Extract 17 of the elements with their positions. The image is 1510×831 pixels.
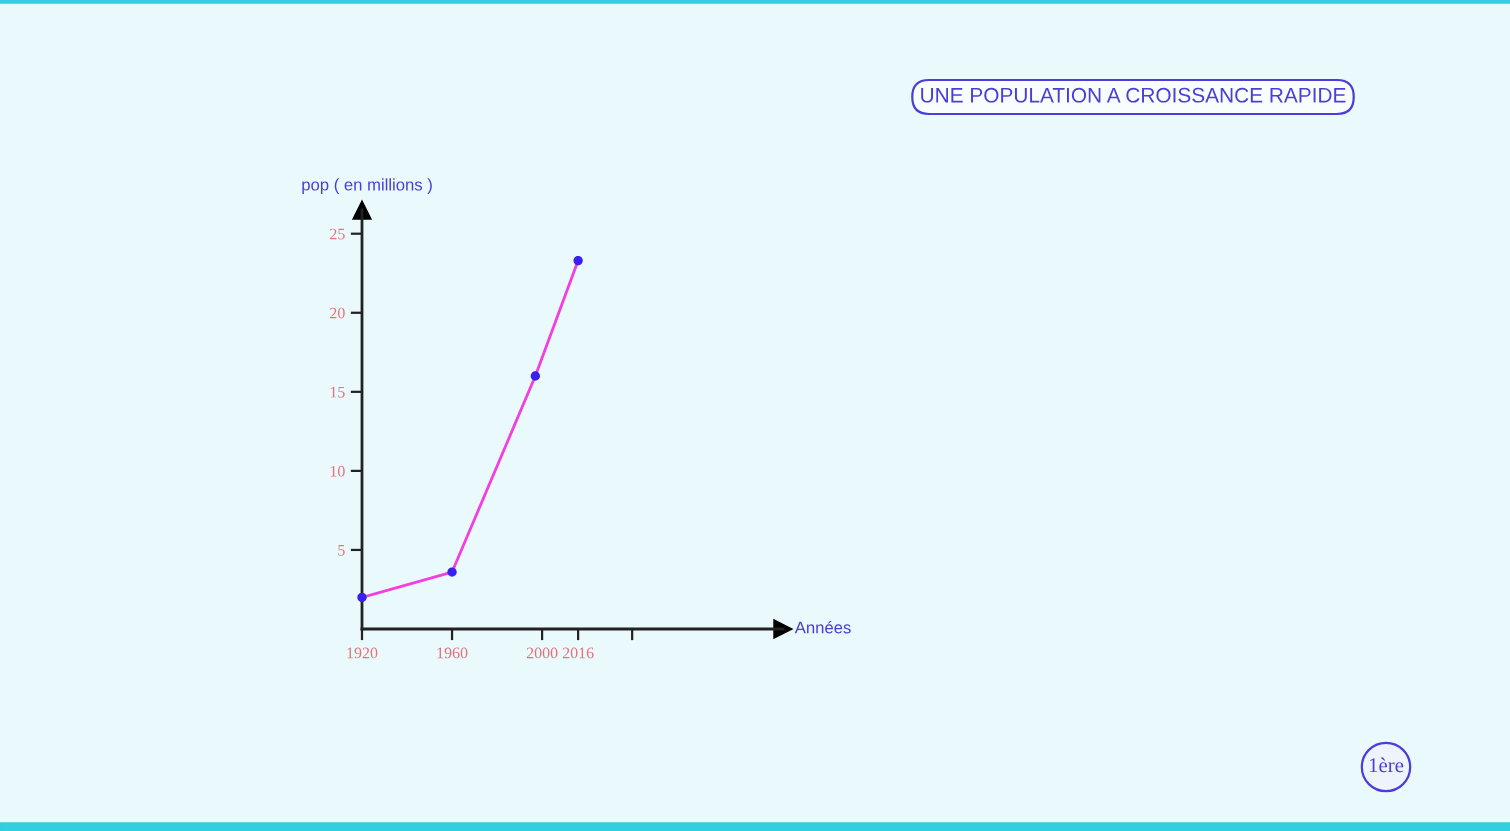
point <box>357 592 367 603</box>
y-tick-label: 15 <box>330 386 345 398</box>
y-tick-label: 5 <box>338 545 345 556</box>
y-tick-label: 10 <box>330 465 345 477</box>
text: 1ère <box>1369 757 1404 773</box>
y-axis-title: pop ( en millions ) <box>302 178 432 194</box>
x-tick-label: 2000 <box>526 647 558 659</box>
text: UNE POPULATION A CROISSANCE RAPIDE <box>921 87 1346 103</box>
point <box>530 371 541 381</box>
y-tick-label: 25 <box>330 228 345 240</box>
x-tick-label: 1920 <box>347 647 378 659</box>
x-tick-label: 1960 <box>437 647 468 659</box>
y-tick-label: 20 <box>330 307 345 319</box>
x-tick-label: 2016 <box>562 647 594 659</box>
point <box>573 255 583 266</box>
x-axis-title: Années <box>794 621 851 634</box>
point <box>447 567 457 577</box>
